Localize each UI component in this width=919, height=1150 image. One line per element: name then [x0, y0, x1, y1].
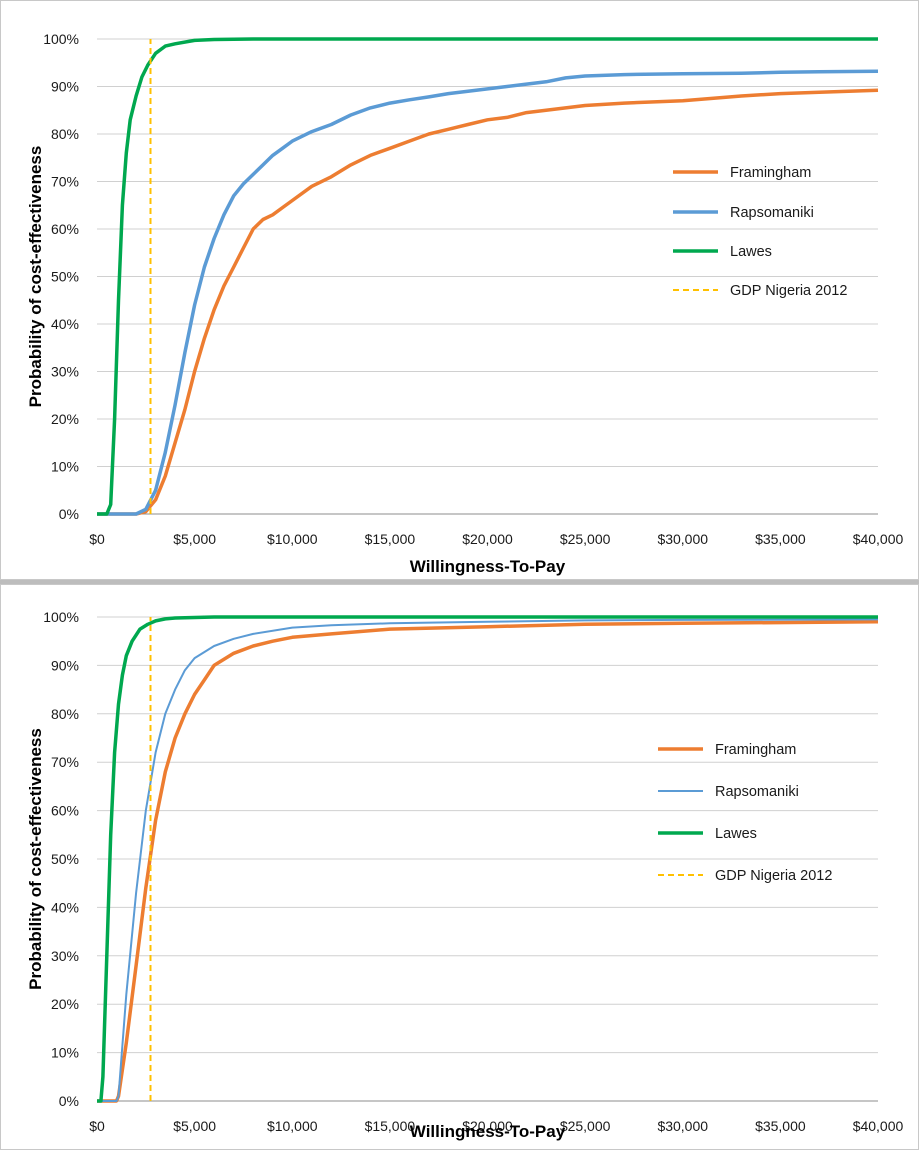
y-tick-label: 80% — [51, 706, 79, 722]
y-tick-label: 20% — [51, 411, 79, 427]
series-line-rapsomaniki — [97, 618, 879, 1102]
series-line-lawes — [97, 615, 878, 1103]
x-tick-label: $5,000 — [173, 1118, 216, 1134]
y-tick-label: 30% — [51, 948, 79, 964]
legend-label: Lawes — [715, 826, 757, 842]
series-line-framingham — [97, 620, 879, 1103]
x-tick-label: $40,000 — [853, 531, 904, 547]
x-tick-label: $15,000 — [365, 531, 416, 547]
x-tick-label: $10,000 — [267, 1118, 318, 1134]
chart-panel-bottom: 0% 10% 20% 30% 40% 50% 60% 70% 80% 90% 100% $0 $5,00… — [0, 584, 919, 1150]
legend-label: Framingham — [715, 742, 796, 758]
y-tick-label: 40% — [51, 316, 79, 332]
y-tick-label: 10% — [51, 1045, 79, 1061]
series-line-framingham — [97, 88, 879, 516]
x-tick-label: $30,000 — [657, 1118, 708, 1134]
x-tick-label: $15,000 — [365, 1118, 416, 1134]
y-tick-label: 10% — [51, 459, 79, 475]
y-tick-label: 0% — [59, 506, 79, 522]
x-tick-label: $0 — [89, 1118, 105, 1134]
y-axis-title: Probability of cost-effectiveness — [26, 728, 45, 990]
y-tick-label: 50% — [51, 269, 79, 285]
y-tick-label: 100% — [43, 609, 79, 625]
y-tick-label: 70% — [51, 174, 79, 190]
x-tick-label: $40,000 — [853, 1118, 904, 1134]
legend-label: GDP Nigeria 2012 — [730, 283, 847, 299]
y-tick-label: 60% — [51, 221, 79, 237]
legend-label: Lawes — [730, 244, 772, 260]
y-tick-label: 90% — [51, 79, 79, 95]
y-axis-title: Probability of cost-effectiveness — [26, 146, 45, 408]
x-tick-label: $35,000 — [755, 531, 806, 547]
y-tick-label: 20% — [51, 996, 79, 1012]
y-tick-label: 0% — [59, 1093, 79, 1109]
x-tick-label: $25,000 — [560, 531, 611, 547]
legend-label: GDP Nigeria 2012 — [715, 868, 832, 884]
cost-effectiveness-chart-top: 0% 10% 20% 30% 40% 50% 60% 70% 80% 90% 100% $0 $5,00… — [26, 31, 904, 576]
x-tick-label: $20,000 — [462, 1118, 513, 1134]
x-axis-title: Willingness-To-Pay — [410, 1122, 566, 1141]
y-tick-label: 60% — [51, 803, 79, 819]
y-tick-label: 50% — [51, 851, 79, 867]
x-tick-label: $35,000 — [755, 1118, 806, 1134]
chart-panel-top: 0% 10% 20% 30% 40% 50% 60% 70% 80% 90% 100% $0 $5,00… — [0, 0, 919, 580]
x-tick-label: $20,000 — [462, 531, 513, 547]
x-axis-title: Willingness-To-Pay — [410, 557, 566, 576]
panel-divider — [0, 580, 919, 584]
series-line-lawes — [97, 37, 878, 516]
series-line-rapsomaniki — [97, 69, 879, 516]
legend-label: Rapsomaniki — [715, 784, 799, 800]
x-tick-label: $10,000 — [267, 531, 318, 547]
y-tick-label: 100% — [43, 31, 79, 47]
y-tick-label: 70% — [51, 754, 79, 770]
y-tick-label: 40% — [51, 899, 79, 915]
x-tick-label: $30,000 — [657, 531, 708, 547]
y-tick-label: 30% — [51, 364, 79, 380]
y-tick-label: 80% — [51, 126, 79, 142]
legend-label: Framingham — [730, 165, 811, 181]
y-tick-label: 90% — [51, 657, 79, 673]
legend-label: Rapsomaniki — [730, 205, 814, 221]
x-tick-label: $5,000 — [173, 531, 216, 547]
x-tick-label: $0 — [89, 531, 105, 547]
cost-effectiveness-chart-bottom: 0% 10% 20% 30% 40% 50% 60% 70% 80% 90% 100% $0 $5,00… — [26, 609, 904, 1141]
x-tick-label: $25,000 — [560, 1118, 611, 1134]
